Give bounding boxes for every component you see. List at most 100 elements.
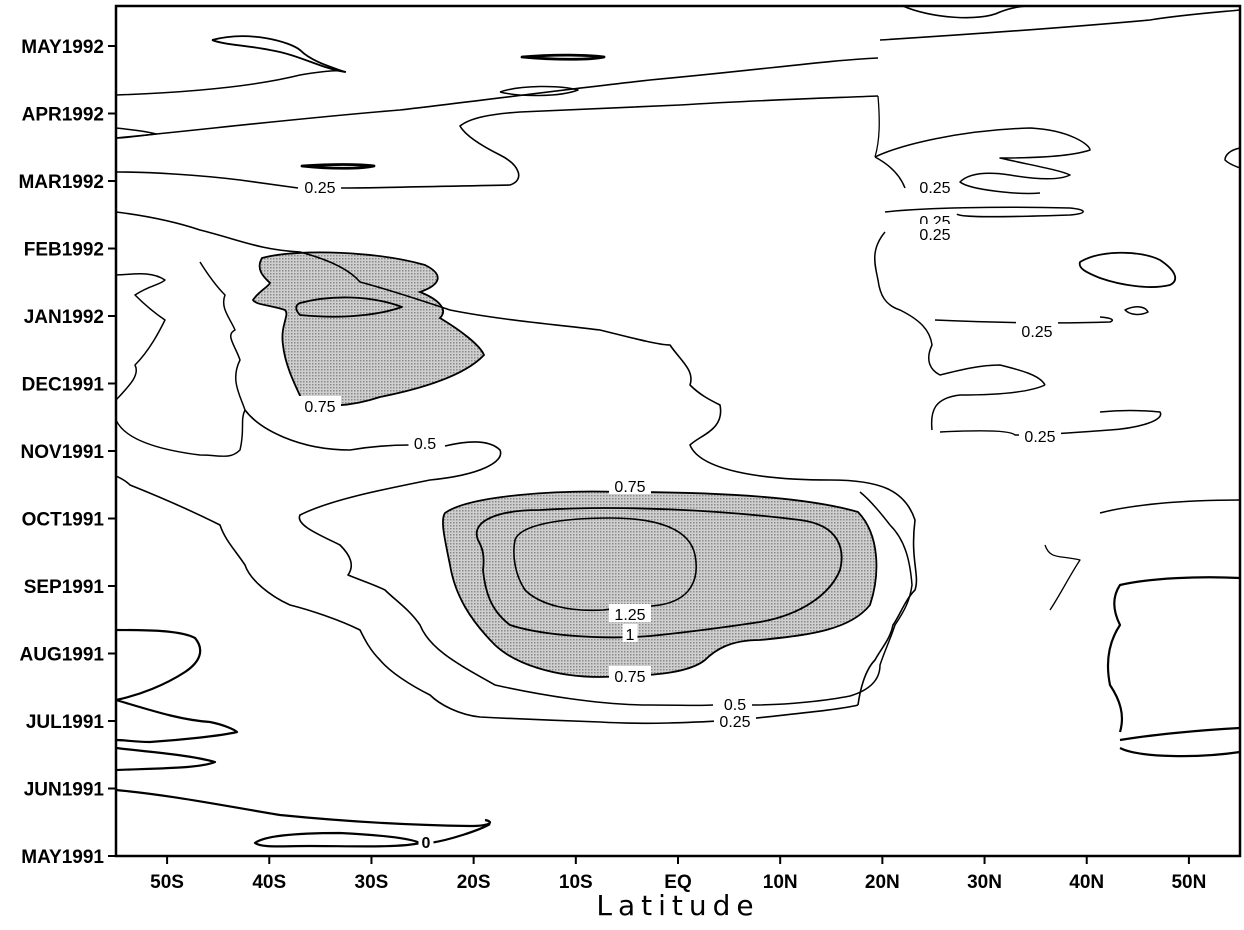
x-tick-label: 50N	[1171, 872, 1206, 893]
contour-label-bg	[609, 604, 651, 622]
y-tick-label: MAR1992	[18, 172, 104, 193]
contour-line	[1044, 544, 1081, 611]
contour-line	[115, 628, 202, 702]
contour-line	[115, 57, 879, 139]
x-tick-label: 30N	[967, 872, 1002, 893]
shaded-region	[442, 491, 877, 677]
contour-line	[244, 409, 411, 451]
y-tick-label: FEB1992	[24, 240, 104, 261]
contour-line	[429, 823, 491, 845]
contour-label: 0.25	[919, 180, 950, 197]
contour-label: 0	[422, 835, 431, 852]
x-tick-label: 40N	[1069, 872, 1104, 893]
y-tick-label: MAY1992	[21, 37, 104, 58]
contour-label: 0.75	[614, 669, 645, 686]
contour-line	[115, 698, 239, 744]
y-tick-label: NOV1991	[21, 442, 105, 463]
y-tick-label: JAN1992	[24, 307, 104, 328]
contour-lines	[115, 5, 1241, 848]
contour-label-bg	[718, 694, 752, 712]
contour-label: 0.25	[1024, 429, 1055, 446]
contour-line	[874, 95, 880, 158]
contour-label-bg	[299, 177, 341, 195]
contour-line	[115, 273, 166, 401]
x-tick-label: 30S	[355, 872, 389, 893]
shaded-region	[253, 252, 484, 406]
contour-line	[211, 35, 346, 73]
y-tick-label: JUL1991	[26, 712, 105, 733]
contour-label: 0.25	[719, 714, 750, 731]
contour-label: 0.75	[614, 479, 645, 496]
contour-line	[115, 788, 492, 828]
y-tick-label: JUN1991	[24, 780, 105, 801]
contour-line	[295, 296, 403, 318]
contour-line	[115, 70, 347, 96]
y-tick-label: DEC1991	[22, 375, 105, 396]
contour-line	[251, 251, 486, 407]
y-tick-label: SEP1991	[24, 577, 105, 598]
contour-line	[253, 831, 422, 848]
contour-label: 0.25	[304, 180, 335, 197]
y-tick-label: OCT1991	[22, 510, 105, 531]
x-tick-label: 50S	[150, 872, 184, 893]
contour-label-bg	[1016, 321, 1058, 339]
contour-line	[513, 517, 697, 612]
contour-line	[874, 156, 906, 189]
contour-label-bg	[622, 624, 638, 642]
contour-line	[1124, 306, 1149, 316]
x-axis: 50S 40S 30S 20S 10S EQ 10N 20N 30N 40N 50N	[150, 856, 1206, 893]
contour-line	[930, 384, 1046, 431]
contour-label-bg	[714, 711, 756, 729]
x-tick-label: 10S	[559, 872, 593, 893]
contour-label: 0.5	[724, 697, 746, 714]
x-tick-label: EQ	[664, 872, 691, 893]
y-axis: MAY1992 APR1992 MAR1992 FEB1992 JAN1992 DEC19…	[18, 37, 116, 868]
contour-line	[115, 261, 246, 457]
contour-line	[879, 9, 1241, 41]
shaded-regions	[253, 252, 877, 677]
x-axis-title: Latitude	[596, 889, 759, 922]
y-tick-label: MAY1991	[21, 847, 104, 868]
contour-label-bg	[299, 396, 341, 414]
x-tick-label: 20N	[865, 872, 900, 893]
contour-line	[874, 127, 1091, 195]
contour-line	[874, 231, 1046, 386]
contour-label-bg	[914, 177, 956, 195]
contour-line	[442, 490, 878, 678]
contour-line	[1106, 576, 1241, 733]
contour-label-bg	[609, 476, 651, 494]
contour-line	[475, 507, 843, 639]
x-tick-label: 20S	[457, 872, 491, 893]
contour-line	[902, 5, 1031, 19]
x-tick-label: 40S	[252, 872, 286, 893]
contour-line	[115, 475, 859, 725]
contour-label-bg	[609, 666, 651, 684]
contour-line	[339, 95, 879, 189]
contour-line	[115, 127, 157, 139]
contour-label: 0.25	[1021, 324, 1052, 341]
contour-line	[115, 211, 918, 706]
contour-label-bg	[408, 433, 442, 451]
x-tick-label: 10N	[763, 872, 798, 893]
contour-line	[939, 409, 1162, 436]
contour-label: 1	[626, 627, 635, 644]
contour-labels: 0.25 0.250.250.250.250.750.5 0.250.751.251…	[299, 177, 1061, 852]
contour-line	[1119, 747, 1241, 758]
contour-line	[934, 316, 1113, 324]
contour-line	[115, 171, 299, 189]
contour-line	[1099, 499, 1241, 514]
contour-label-bg	[1019, 426, 1061, 444]
contour-line	[298, 441, 502, 686]
contour-line	[300, 163, 376, 170]
plot-frame	[114, 4, 1242, 858]
contour-label-bg	[914, 224, 956, 242]
contour-label: 0.5	[414, 436, 436, 453]
contour-line	[884, 206, 1084, 218]
contour-line	[1224, 147, 1241, 169]
contour-label: 0.75	[304, 399, 335, 416]
contour-line	[115, 746, 217, 772]
contour-label: 0.25	[919, 227, 950, 244]
contour-line	[1119, 726, 1241, 742]
contour-label-bg	[418, 832, 434, 850]
